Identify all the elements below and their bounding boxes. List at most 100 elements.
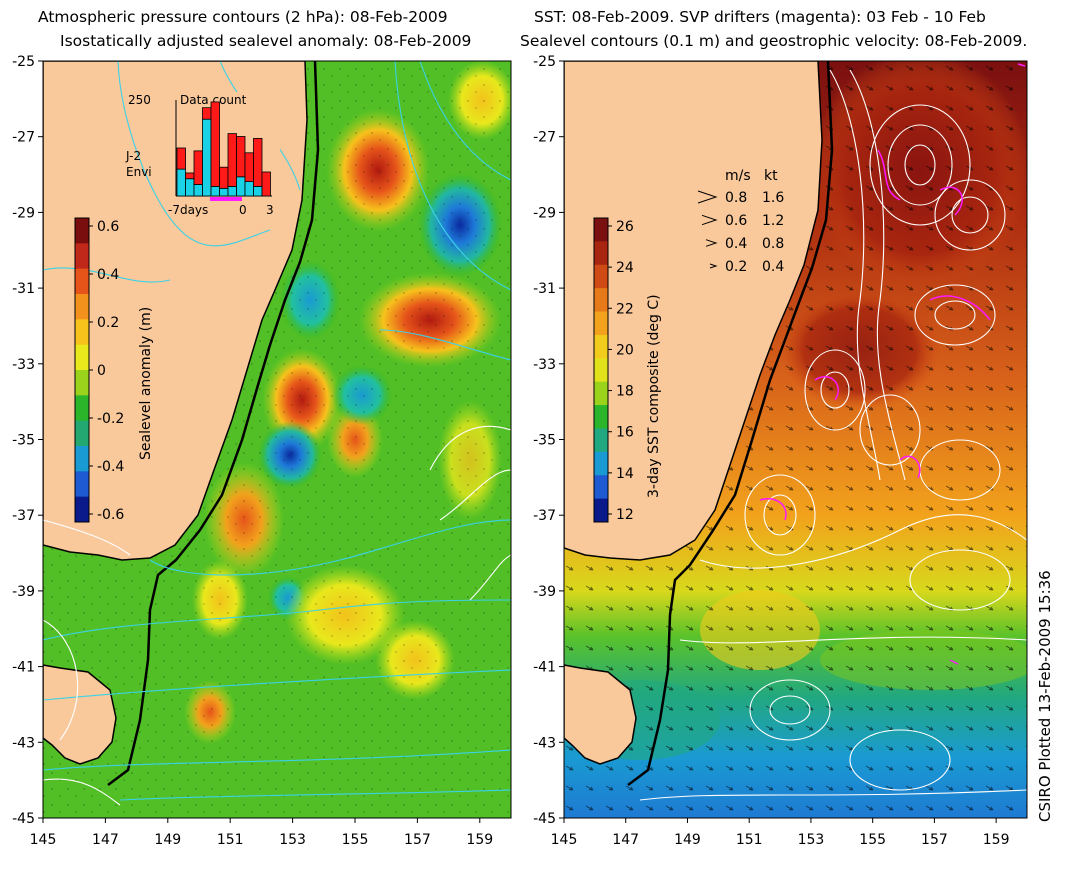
right-colorbar-swatch (594, 405, 608, 429)
right-y-tick-label: -29 (533, 205, 556, 221)
left-colorbar-swatch (75, 496, 89, 523)
right-colorbar: 26 24 22 20 18 16 14 12 3-day SST composite (de… (593, 217, 662, 523)
left-colorbar-swatch (75, 420, 89, 447)
left-y-tick-label: -27 (12, 130, 35, 146)
inset-y-label: 250 (128, 93, 151, 107)
left-x-tick-label: 149 (154, 832, 181, 848)
velocity-legend-kt: 1.2 (762, 213, 784, 229)
right-axis-ticks: 145 147 149 151 153 155 157 159 -25 -27 -29 -31 -33 -… (533, 54, 1009, 848)
inset-bar-j2 (210, 101, 220, 187)
inset-bar-j2 (193, 150, 203, 185)
inset-bar-envi (219, 187, 229, 197)
velocity-legend: m/s kt 0.8 1.6 0.6 1.2 0.4 0.8 0.2 0.4 (697, 168, 784, 275)
svp-drifter-tracks (759, 63, 1026, 665)
velocity-legend-ms: 0.4 (725, 236, 747, 252)
right-x-tick-label: 147 (612, 832, 639, 848)
right-colorbar-tick-label: 12 (616, 507, 634, 523)
left-y-tick-label: -45 (12, 811, 35, 827)
left-colorbar-tick-label: 0.2 (97, 315, 119, 331)
inset-x-label-end: 3 (266, 203, 274, 217)
right-y-tick-label: -41 (533, 660, 556, 676)
left-y-tick-label: -43 (12, 735, 35, 751)
left-y-tick-label: -29 (12, 205, 35, 221)
right-colorbar-swatch (594, 451, 608, 476)
inset-bar-j2 (202, 107, 212, 120)
right-colorbar-swatch (594, 218, 608, 242)
inset-bar-envi (185, 178, 195, 197)
left-x-tick-label: 155 (342, 832, 369, 848)
left-y-tick-label: -37 (12, 508, 35, 524)
left-colorbar-swatch (75, 471, 89, 498)
left-colorbar-swatch (75, 370, 89, 396)
left-colorbar-label: Sealevel anomaly (m) (138, 307, 154, 460)
right-y-tick-label: -37 (533, 508, 556, 524)
left-colorbar: 0.6 0.4 0.2 0 -0.2 -0.4 -0.6 Sealevel anomaly … (74, 217, 154, 523)
right-colorbar-swatch (594, 264, 608, 289)
velocity-legend-arrow (697, 190, 718, 204)
right-x-tick-label: 157 (921, 832, 948, 848)
right-colorbar-swatch (594, 381, 608, 406)
data-count-inset: 250 Data count J-2 Envi -7days 0 3 (125, 92, 280, 217)
velocity-legend-ms: 0.6 (725, 213, 747, 229)
velocity-legend-kt: 0.8 (762, 236, 784, 252)
left-colorbar-swatch (75, 294, 89, 320)
right-colorbar-tick-label: 20 (616, 342, 634, 358)
left-y-tick-label: -33 (12, 357, 35, 373)
right-colorbar-swatch (594, 498, 608, 523)
right-colorbar-swatch (594, 475, 608, 500)
left-y-tick-label: -39 (12, 584, 35, 600)
left-x-tick-label: 151 (217, 832, 244, 848)
right-sealevel-contours (639, 69, 1027, 801)
left-colorbar-swatch (75, 243, 89, 270)
right-x-tick-label: 153 (798, 832, 825, 848)
inset-x-label-start: -7days (168, 203, 208, 217)
left-x-tick-label: 153 (279, 832, 306, 848)
inset-bar-envi (227, 185, 237, 197)
inset-legend-envi: Envi (126, 165, 152, 179)
right-colorbar-tick-label: 24 (616, 260, 634, 276)
velocity-legend-header-kt: kt (764, 168, 778, 184)
inset-drifter-window (210, 197, 242, 201)
right-colorbar-swatch (594, 358, 608, 383)
credit-text: CSIRO Plotted 13-Feb-2009 15:36 (1036, 570, 1054, 822)
left-colorbar-tick-label: 0 (97, 363, 106, 379)
left-colorbar-tick-label: 0.6 (97, 219, 119, 235)
left-title-line1: Atmospheric pressure contours (2 hPa): 0… (38, 8, 448, 26)
left-x-tick-label: 147 (92, 832, 119, 848)
right-colorbar-swatch (594, 428, 608, 453)
right-y-tick-label: -33 (533, 357, 556, 373)
left-axis-ticks: 145 147 149 151 153 155 157 159 -25 -27 -29 -31 -33 -… (12, 54, 493, 848)
left-colorbar-tick-label: -0.4 (97, 459, 124, 475)
velocity-legend-kt: 0.4 (762, 259, 784, 275)
left-y-tick-label: -35 (12, 433, 35, 449)
right-y-tick-label: -35 (533, 433, 556, 449)
left-title-line2: Isostatically adjusted sealevel anomaly:… (60, 32, 472, 50)
velocity-legend-arrow (709, 263, 718, 269)
left-x-tick-label: 159 (466, 832, 493, 848)
inset-bar-j2 (261, 171, 271, 197)
right-map (564, 61, 1027, 818)
right-colorbar-tick-label: 22 (616, 301, 634, 317)
velocity-legend-header-ms: m/s (725, 168, 751, 184)
left-map (43, 61, 511, 818)
right-tasmania (564, 664, 637, 765)
left-x-tick-label: 157 (404, 832, 431, 848)
right-x-tick-label: 145 (551, 832, 578, 848)
right-colorbar-tick-label: 14 (616, 466, 634, 482)
left-colorbar-tick-label: 0.4 (97, 267, 119, 283)
velocity-legend-ms: 0.8 (725, 190, 747, 206)
left-colorbar-swatch (75, 268, 89, 295)
right-australia-land (564, 61, 823, 561)
right-title-line1: SST: 08-Feb-2009. SVP drifters (magenta)… (534, 8, 986, 26)
inset-title: Data count (180, 93, 247, 107)
left-colorbar-swatch (75, 344, 89, 371)
right-y-tick-label: -31 (533, 281, 556, 297)
inset-bar-envi (210, 185, 220, 197)
left-colorbar-swatch (75, 395, 89, 422)
left-colorbar-tick-label: -0.2 (97, 411, 124, 427)
inset-bar-j2 (227, 133, 237, 187)
left-y-tick-label: -41 (12, 660, 35, 676)
right-colorbar-swatch (594, 311, 608, 336)
inset-bar-j2 (185, 172, 195, 180)
